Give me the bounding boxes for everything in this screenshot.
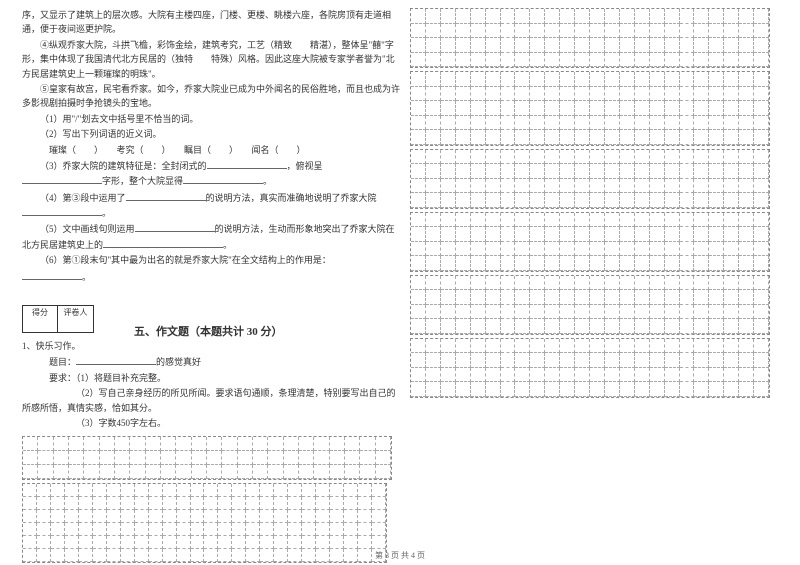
req-1: （1）将题目补充完整。: [76, 373, 166, 383]
section-5-title: 五、作文题（本题共计 30 分）: [134, 323, 283, 339]
blank-field[interactable]: [126, 190, 206, 201]
page-footer: 第 3 页 共 4 页: [0, 550, 800, 561]
blank-field[interactable]: [207, 158, 287, 169]
req-label: 要求：: [49, 373, 76, 383]
q4-text-a: （4）第③段中运用了: [40, 193, 126, 203]
question-3: （3）乔家大院的建筑特征是：全封闭式的，俯视呈字形，整个大院显得。: [22, 158, 400, 189]
score-box: 得分 评卷人: [22, 305, 94, 333]
question-2: （2）写出下列词语的近义词。: [22, 127, 400, 141]
question-5: （5）文中画线句则运用的说明方法，生动而形象地突出了乔家大院在北方民居建筑史上的…: [22, 221, 400, 252]
writing-grid[interactable]: [22, 436, 392, 480]
blank-field[interactable]: [22, 269, 82, 280]
essay-req3: （3）字数450字左右。: [22, 416, 400, 430]
question-4: （4）第③段中运用了的说明方法，真实而准确地说明了乔家大院。: [22, 190, 400, 221]
writing-grid[interactable]: [410, 275, 770, 335]
blank-field[interactable]: [22, 205, 102, 216]
blank-field[interactable]: [135, 221, 215, 232]
writing-grid[interactable]: [410, 8, 770, 68]
essay-q1: 1、快乐习作。: [22, 339, 400, 353]
topic-label: 题目：: [49, 357, 76, 367]
question-2-words: 璀璨（ ） 考究（ ） 瞩目（ ） 闻名（ ）: [22, 143, 400, 157]
q3-text-a: （3）乔家大院的建筑特征是：全封闭式的: [40, 161, 207, 171]
writing-grid[interactable]: [410, 71, 770, 146]
passage-block: 序，又显示了建筑上的层次感。大院有主楼四座，门楼、更楼、眺楼六座，各院房顶有走道…: [22, 8, 400, 284]
writing-grid[interactable]: [410, 149, 770, 209]
topic-suffix: 的感觉真好: [156, 357, 201, 367]
score-cell-points[interactable]: 得分: [22, 305, 58, 333]
essay-topic: 题目： 的感觉真好: [22, 354, 400, 369]
right-column-grids: [410, 0, 800, 565]
essay-req: 要求：（1）将题目补充完整。: [22, 371, 400, 385]
question-6: （6）第①段末句"其中最为出名的就是乔家大院"在全文结构上的作用是：: [22, 253, 400, 267]
score-label: 得分: [23, 307, 57, 318]
score-cell-grader[interactable]: 评卷人: [58, 305, 94, 333]
q3-text-c: 字形，整个大院显得: [102, 176, 183, 186]
blank-field[interactable]: [183, 173, 263, 184]
passage-p2: ④纵观乔家大院，斗拱飞檐，彩饰金绘，建筑考究，工艺（精致 精湛），整体呈"囍"字…: [22, 38, 400, 81]
writing-grid[interactable]: [410, 212, 770, 272]
blank-field[interactable]: [103, 237, 223, 248]
q5-text-a: （5）文中画线句则运用: [40, 224, 135, 234]
question-1: （1）用"/"划去文中括号里不恰当的词。: [22, 112, 400, 126]
q6-text-a: （6）第①段末句"其中最为出名的就是乔家大院"在全文结构上的作用是：: [40, 255, 331, 265]
essay-req2: （2）写自己亲身经历的所见所闻。要求语句通顺，条理清楚，特别要写出自己的所感所悟…: [22, 386, 400, 415]
blank-field[interactable]: [76, 354, 156, 365]
grader-label: 评卷人: [58, 307, 93, 318]
writing-grid[interactable]: [410, 338, 770, 398]
blank-field[interactable]: [22, 173, 102, 184]
essay-question: 1、快乐习作。 题目： 的感觉真好 要求：（1）将题目补充完整。 （2）写自己亲身…: [22, 339, 400, 430]
passage-p1: 序，又显示了建筑上的层次感。大院有主楼四座，门楼、更楼、眺楼六座，各院房顶有走道…: [22, 8, 400, 37]
passage-p3: ⑤皇家有故宫，民宅看乔家。如今，乔家大院业已成为中外闻名的民俗胜地，而且也成为许…: [22, 82, 400, 111]
q3-text-b: ，俯视呈: [287, 161, 323, 171]
section-5-header: 得分 评卷人 五、作文题（本题共计 30 分）: [22, 285, 400, 339]
q4-text-b: 的说明方法，真实而准确地说明了乔家大院: [206, 193, 377, 203]
